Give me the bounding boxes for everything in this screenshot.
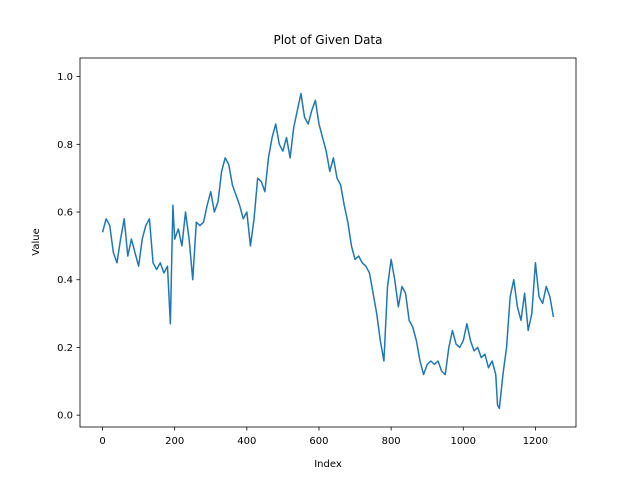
y-tick-label: 0.6: [57, 208, 73, 219]
y-tick-label: 1.0: [57, 72, 73, 83]
data-line: [101, 92, 555, 410]
x-axis-label: Index: [314, 459, 342, 470]
y-tick-label: 0.8: [57, 140, 73, 151]
y-tick-label: 0.4: [57, 275, 73, 286]
y-axis-label: Value: [31, 228, 42, 255]
x-tick-label: 800: [382, 436, 401, 447]
plot-frame: [79, 57, 577, 428]
x-tick-label: 1200: [523, 436, 548, 447]
y-tick-label: 0.2: [57, 343, 73, 354]
x-tick-label: 0: [99, 436, 105, 447]
chart-title: Plot of Given Data: [273, 33, 382, 47]
x-tick-label: 600: [309, 436, 328, 447]
x-tick-label: 400: [237, 436, 256, 447]
x-tick-label: 200: [165, 436, 184, 447]
x-tick-label: 1000: [451, 436, 476, 447]
y-tick-label: 0.0: [57, 411, 73, 422]
